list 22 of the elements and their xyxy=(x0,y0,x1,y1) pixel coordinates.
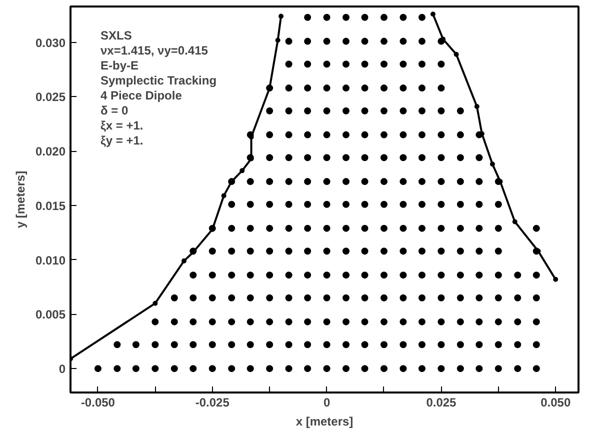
y-tick-label: 0.030 xyxy=(35,36,66,50)
y-tick-label: 0 xyxy=(58,362,66,376)
annotation: ξy = +1. xyxy=(100,134,144,148)
x-tick-label: -0.025 xyxy=(195,396,230,410)
annotation: νx=1.415, νy=0.415 xyxy=(100,44,208,58)
x-axis-title: x [meters] xyxy=(296,414,354,428)
annotation: Symplectic Tracking xyxy=(100,74,217,88)
x-tick-label: 0.050 xyxy=(540,396,571,410)
annotation: SXLS xyxy=(100,28,132,42)
y-axis-title: y [meters] xyxy=(13,170,28,228)
x-tick-label: 0 xyxy=(323,396,330,410)
y-tick-label: 0.005 xyxy=(35,308,66,322)
x-tick-label: 0.025 xyxy=(426,396,457,410)
annotation: 4 Piece Dipole xyxy=(100,88,182,102)
y-tick-label: 0.010 xyxy=(35,253,66,268)
annotation: E-by-E xyxy=(100,58,139,72)
y-tick-label: 0.020 xyxy=(35,144,66,159)
y-tick-label: 0.025 xyxy=(35,90,66,104)
x-tick-label: -0.050 xyxy=(80,396,116,410)
y-tick-label: 0.015 xyxy=(35,198,66,213)
annotation: δ = 0 xyxy=(100,104,128,118)
annotation: ξx = +1. xyxy=(100,118,144,132)
